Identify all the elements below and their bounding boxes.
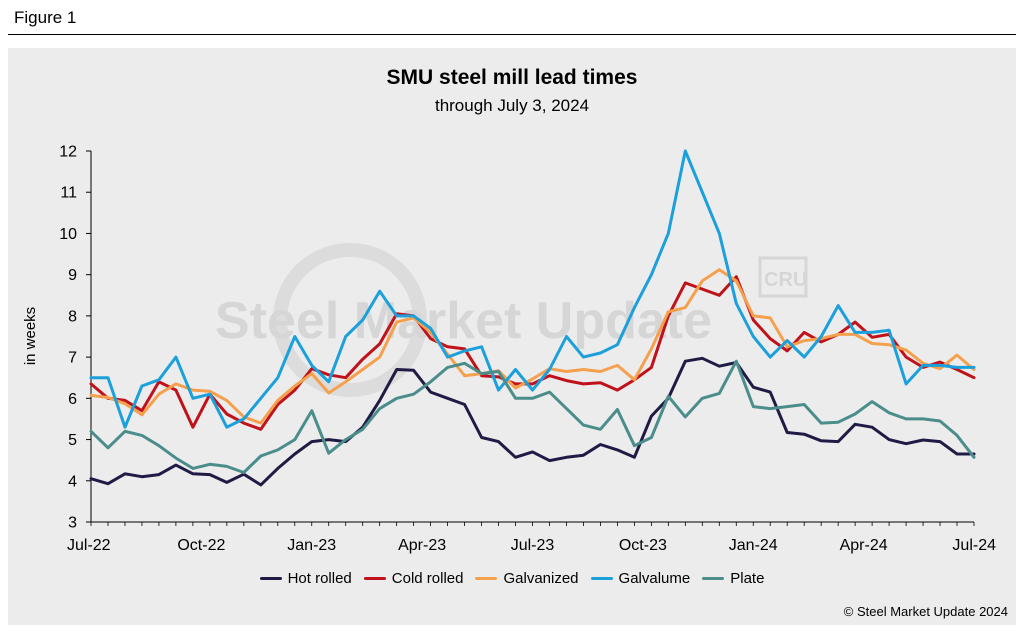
series-line-galvanized: [89, 268, 976, 425]
legend-swatch: [259, 577, 282, 580]
x-tick-label: Jan-24: [729, 537, 778, 554]
legend-swatch: [363, 577, 386, 580]
legend-label: Plate: [730, 570, 765, 587]
x-tick-label: Jan-23: [287, 537, 336, 554]
legend-swatch: [590, 577, 613, 580]
chart-title: SMU steel mill lead times: [386, 66, 638, 89]
copyright: © Steel Market Update 2024: [843, 604, 1008, 619]
x-tick-label: Jul-22: [67, 537, 111, 554]
series-layer: [89, 149, 976, 487]
x-tick-label: Jul-23: [511, 537, 555, 554]
x-tick-label: Oct-23: [619, 537, 667, 554]
x-tick-label: Jul-24: [952, 537, 996, 554]
legend-item: Galvanized: [475, 570, 579, 587]
legend-label: Galvalume: [618, 570, 691, 587]
y-tick-label: 10: [59, 226, 77, 243]
y-tick-label: 7: [68, 350, 77, 367]
x-tick-label: Apr-23: [398, 537, 446, 554]
legend-item: Hot rolled: [259, 570, 352, 587]
legend-item: Galvalume: [590, 570, 691, 587]
legend-item: Cold rolled: [363, 570, 464, 587]
series-line-plate: [89, 359, 976, 474]
y-tick-label: 6: [68, 391, 77, 408]
y-tick-label: 12: [59, 144, 77, 161]
y-tick-label: 3: [68, 515, 77, 532]
legend-swatch: [702, 577, 725, 580]
legend-swatch: [475, 577, 498, 580]
chart-subtitle: through July 3, 2024: [434, 96, 590, 115]
y-tick-label: 11: [60, 185, 77, 202]
chart-panel: [8, 48, 1016, 625]
x-tick-label: Apr-24: [840, 537, 888, 554]
series-line-hot-rolled: [89, 356, 976, 487]
x-tick-label: Oct-22: [177, 537, 225, 554]
legend-label: Cold rolled: [391, 570, 464, 587]
legend: Hot rolled Cold rolled Galvanized Galvalume…: [0, 570, 1024, 587]
series-line-galvalume: [89, 149, 976, 429]
legend-label: Hot rolled: [287, 570, 352, 587]
y-tick-label: 8: [68, 308, 77, 325]
y-axis-label: in weeks: [22, 307, 39, 365]
y-tick-label: 5: [68, 432, 77, 449]
figure-label: Figure 1: [14, 8, 77, 27]
legend-label: Galvanized: [503, 570, 579, 587]
watermark-logo-text: CRU: [764, 269, 807, 291]
y-tick-label: 4: [68, 473, 77, 490]
axes: 3 4 5 6 7 8 9 10 11 12 Jul-22 Oct-22 Jan-23 Apr-23 Jul…: [59, 144, 996, 555]
header-divider: [8, 34, 1016, 35]
watermark-logo-box: [758, 256, 808, 298]
y-tick-label: 9: [68, 267, 77, 284]
legend-item: Plate: [702, 570, 764, 587]
